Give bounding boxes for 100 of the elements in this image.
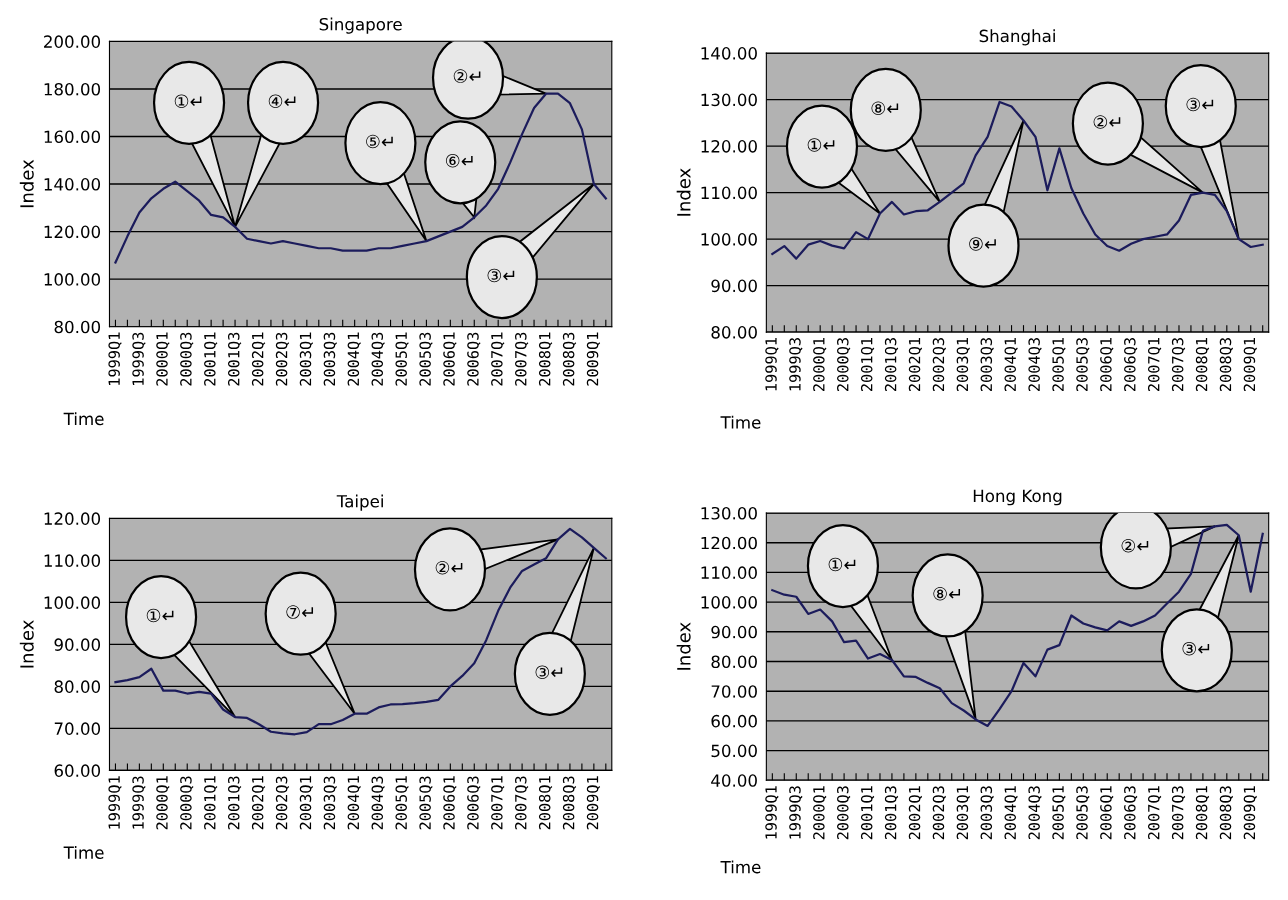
x-tick-label: 2003Q1 — [299, 776, 314, 830]
line-series — [114, 527, 607, 736]
x-tick-label: 2007Q3 — [1171, 338, 1186, 392]
x-tick-label: 1999Q1 — [108, 332, 122, 385]
x-tick-label: 1999Q1 — [765, 786, 779, 839]
x-tick-label: 2003Q3 — [323, 776, 338, 830]
x-tick-label: 2002Q1 — [908, 786, 923, 840]
chart-title: Taipei — [336, 494, 383, 511]
x-tick-label: 2005Q3 — [419, 776, 433, 830]
y-tick-label: 80.00 — [54, 680, 101, 693]
y-tick-label: 90.00 — [711, 279, 757, 293]
x-tick-label: 2004Q1 — [1004, 786, 1018, 840]
x-tick-label: 2007Q3 — [515, 776, 529, 830]
x-tick-label: 2007Q1 — [491, 776, 505, 830]
y-tick-label: 140.00 — [701, 47, 757, 60]
x-tick-label: 2000Q1 — [813, 338, 827, 392]
y-tick-label: 120.00 — [701, 536, 757, 550]
x-tick-label: 2002Q1 — [251, 776, 266, 830]
annotation: ③↵ — [535, 665, 563, 679]
y-tick-label: 100.00 — [701, 596, 757, 609]
y-tick-label: 50.00 — [711, 744, 757, 758]
y-tick-label: 40.00 — [711, 774, 757, 787]
x-tick-label: 2008Q1 — [538, 776, 553, 830]
x-tick-label: 2000Q1 — [813, 786, 827, 840]
x-tick-label: 2009Q1 — [586, 776, 601, 830]
x-tick-label: 2007Q3 — [515, 332, 529, 386]
y-tick-label: 90.00 — [54, 638, 101, 651]
y-axis-title: Index — [19, 159, 34, 208]
chart-title: Shanghai — [979, 29, 1055, 46]
line-series — [114, 92, 607, 264]
y-tick-label: 200.00 — [44, 35, 101, 48]
annotation: ②↵ — [1121, 539, 1149, 553]
x-tick-label: 2006Q1 — [443, 332, 457, 386]
x-tick-label: 2006Q1 — [1100, 338, 1114, 392]
x-tick-label: 2000Q1 — [156, 776, 170, 830]
y-tick-label: 130.00 — [701, 506, 757, 520]
x-tick-label: 2006Q3 — [1124, 786, 1138, 840]
x-tick-label: 1999Q3 — [132, 776, 146, 829]
y-tick-label: 100.00 — [44, 273, 101, 286]
annotation: ④↵ — [268, 94, 296, 108]
x-tick-label: 2005Q1 — [395, 776, 409, 830]
y-tick-label: 120.00 — [44, 225, 101, 239]
y-tick-label: 110.00 — [701, 566, 757, 579]
x-tick-label: 2008Q3 — [562, 332, 577, 386]
x-tick-label: 2007Q1 — [491, 332, 505, 386]
y-axis-title: Index — [19, 620, 34, 668]
annotation: ⑨↵ — [969, 237, 996, 251]
y-tick-label: 70.00 — [54, 722, 101, 735]
x-tick-label: 2000Q3 — [837, 338, 851, 392]
x-tick-label: 2002Q3 — [275, 332, 290, 386]
annotation: ⑧↵ — [933, 587, 961, 601]
x-tick-label: 2009Q1 — [1243, 338, 1258, 392]
line-series — [771, 523, 1264, 728]
x-tick-label: 2002Q1 — [908, 338, 923, 392]
x-tick-label: 2004Q3 — [1028, 786, 1042, 840]
x-tick-label: 2008Q1 — [1195, 786, 1210, 840]
annotation: ②↵ — [1093, 115, 1121, 129]
x-axis-title: Time — [63, 846, 104, 859]
x-tick-label: 2004Q1 — [347, 776, 361, 830]
x-tick-label: 1999Q1 — [108, 776, 122, 829]
x-tick-label: 2000Q1 — [156, 332, 170, 386]
annotation: ②↵ — [435, 561, 463, 575]
annotation: ①↵ — [146, 608, 174, 623]
x-tick-label: 2005Q3 — [419, 332, 433, 386]
x-tick-label: 2001Q3 — [884, 338, 899, 392]
x-tick-label: 2002Q3 — [275, 776, 290, 830]
x-tick-label: 2009Q1 — [586, 332, 601, 386]
x-tick-label: 2006Q1 — [443, 776, 457, 830]
x-tick-label: 2007Q1 — [1147, 786, 1162, 840]
y-tick-label: 130.00 — [701, 93, 757, 107]
x-tick-label: 2004Q1 — [1004, 338, 1018, 392]
x-tick-label: 2001Q1 — [204, 776, 218, 830]
y-tick-label: 110.00 — [701, 186, 757, 200]
annotation: ③↵ — [1186, 97, 1214, 112]
y-tick-label: 160.00 — [44, 130, 101, 144]
x-axis-title: Time — [720, 415, 761, 429]
x-tick-label: 2005Q3 — [1076, 786, 1090, 840]
x-tick-label: 2002Q3 — [932, 338, 947, 392]
y-tick-label: 80.00 — [54, 320, 101, 334]
y-tick-label: 70.00 — [711, 685, 757, 698]
y-tick-label: 180.00 — [44, 82, 101, 96]
y-tick-label: 90.00 — [711, 625, 757, 639]
annotation: ③↵ — [1182, 641, 1210, 656]
annotation: ⑥↵ — [445, 153, 473, 168]
x-tick-label: 2002Q3 — [932, 786, 947, 840]
y-axis-title: Index — [676, 622, 691, 670]
chart-title: Hong Kong — [973, 489, 1062, 506]
x-tick-label: 2008Q1 — [1195, 338, 1210, 392]
x-tick-label: 1999Q3 — [789, 338, 803, 391]
x-tick-label: 2004Q3 — [371, 776, 385, 830]
x-tick-label: 2001Q1 — [204, 332, 218, 386]
x-tick-label: 2008Q3 — [1219, 786, 1234, 840]
x-tick-label: 2006Q3 — [467, 332, 481, 386]
x-tick-label: 1999Q3 — [132, 332, 146, 385]
x-tick-label: 2006Q3 — [1124, 338, 1138, 392]
x-tick-label: 2003Q3 — [980, 338, 994, 392]
y-tick-label: 120.00 — [701, 140, 757, 153]
x-tick-label: 2001Q3 — [227, 776, 242, 830]
x-tick-label: 2005Q1 — [1052, 786, 1066, 840]
x-tick-label: 2001Q1 — [860, 786, 875, 840]
